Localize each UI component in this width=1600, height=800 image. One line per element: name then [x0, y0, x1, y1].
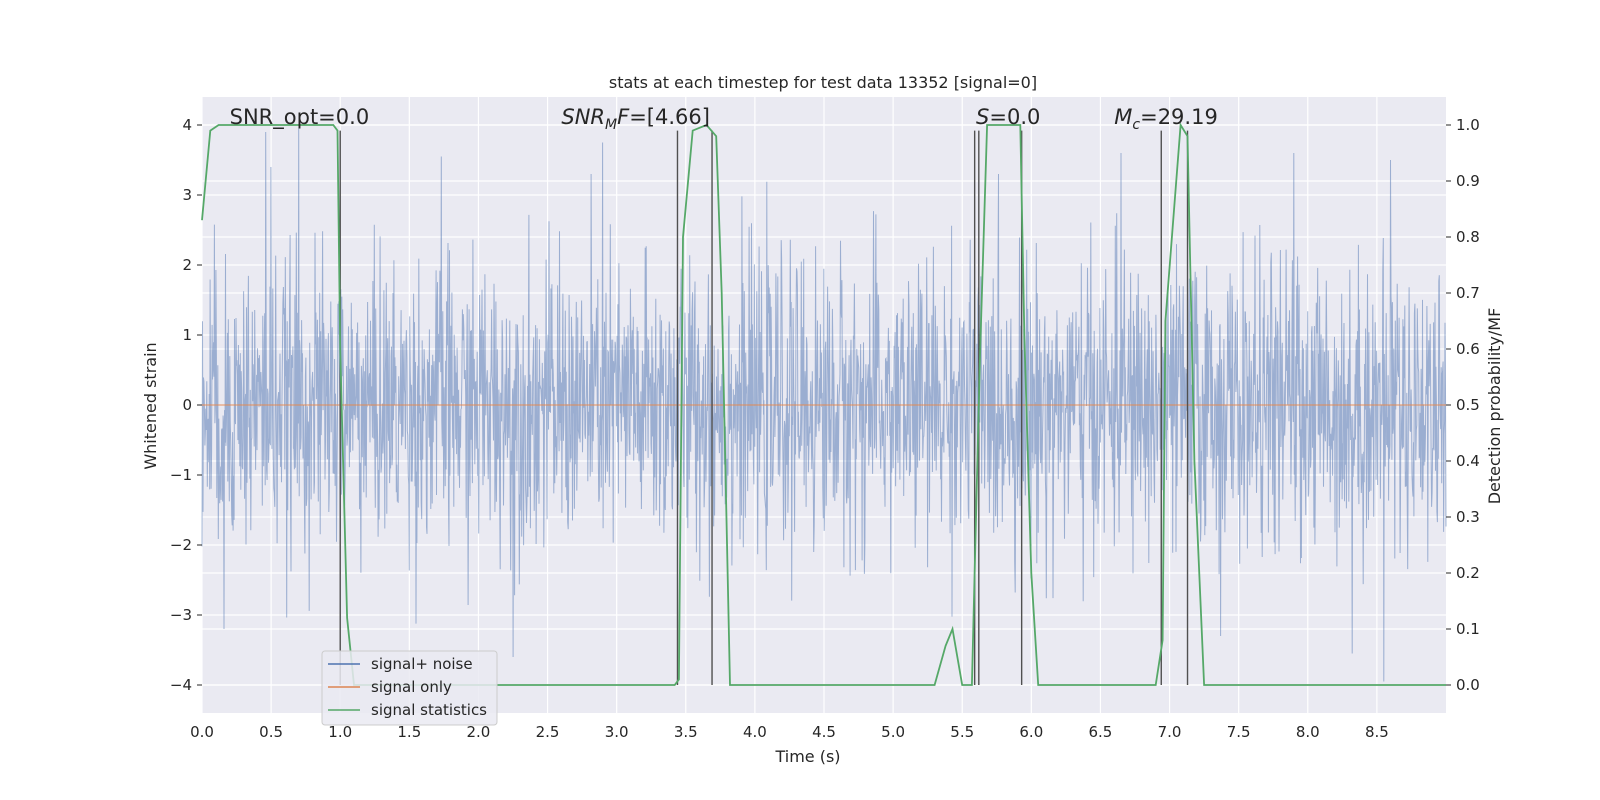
y-left-tick-label: 2 — [182, 256, 192, 274]
x-tick-label: 1.0 — [328, 723, 352, 741]
y-right-tick-label: 0.3 — [1456, 508, 1480, 526]
axes-ticks: 0.0 0.5 1.0 1.5 2.0 2.5 3.0 3.5 4.0 4.5 5.0 5.5 6.0 6… — [170, 116, 1480, 741]
y-left-tick-label: −4 — [170, 676, 192, 694]
x-tick-label: 2.0 — [467, 723, 491, 741]
x-tick-label: 6.0 — [1019, 723, 1043, 741]
y-right-tick-label: 0.9 — [1456, 172, 1480, 190]
annotations: SNR_opt=0.0 SNRMF=[4.66] S=0.0 Mc=29.19 — [230, 105, 1218, 133]
y-right-tick-label: 0.1 — [1456, 620, 1480, 638]
y-left-tick-label: −1 — [170, 466, 192, 484]
x-axis-label: Time (s) — [774, 747, 840, 766]
annotation-text: SNRMF=[4.66] — [561, 105, 710, 133]
legend-label-signal-noise: signal+ noise — [371, 655, 473, 673]
legend-label-signal-only: signal only — [371, 678, 452, 696]
legend: signal+ noise signal only signal statist… — [321, 650, 498, 726]
signal-noise-line — [201, 128, 1447, 682]
y-axis-left-label: Whitened strain — [141, 342, 160, 469]
y-right-tick-label: 0.6 — [1456, 340, 1480, 358]
annotation-text: S=0.0 — [976, 105, 1040, 129]
y-right-tick-label: 0.8 — [1456, 228, 1480, 246]
y-right-tick-label: 0.0 — [1456, 676, 1480, 694]
x-tick-label: 4.5 — [812, 723, 836, 741]
x-tick-label: 7.0 — [1158, 723, 1182, 741]
annotation-text: Mc=29.19 — [1114, 105, 1218, 133]
x-tick-label: 8.0 — [1296, 723, 1320, 741]
y-left-tick-label: 4 — [182, 116, 192, 134]
x-tick-label: 5.0 — [881, 723, 905, 741]
x-tick-label: 5.5 — [950, 723, 974, 741]
y-right-tick-label: 0.7 — [1456, 284, 1480, 302]
x-tick-label: 3.0 — [605, 723, 629, 741]
annotation-text: SNR_opt=0.0 — [230, 105, 370, 130]
y-right-tick-label: 0.4 — [1456, 452, 1480, 470]
x-tick-label: 8.5 — [1365, 723, 1389, 741]
legend-box — [321, 650, 498, 726]
y-right-tick-label: 0.2 — [1456, 564, 1480, 582]
series-signal-noise — [201, 128, 1447, 682]
x-tick-label: 0.0 — [190, 723, 214, 741]
y-right-tick-label: 0.5 — [1456, 396, 1480, 414]
y-right-tick-label: 1.0 — [1456, 116, 1480, 134]
y-left-tick-label: −3 — [170, 606, 192, 624]
signal-statistics-line — [201, 122, 1446, 686]
x-tick-label: 3.5 — [674, 723, 698, 741]
y-left-tick-label: −2 — [170, 536, 192, 554]
y-axis-right-label: Detection probability/MF — [1485, 308, 1504, 505]
x-tick-label: 7.5 — [1227, 723, 1251, 741]
x-tick-label: 0.5 — [259, 723, 283, 741]
x-tick-label: 1.5 — [397, 723, 421, 741]
x-tick-label: 4.0 — [743, 723, 767, 741]
x-tick-label: 2.5 — [536, 723, 560, 741]
y-left-tick-label: 3 — [182, 186, 192, 204]
x-tick-label: 6.5 — [1089, 723, 1113, 741]
series-signal-statistics — [201, 122, 1446, 686]
y-left-tick-label: 0 — [182, 396, 192, 414]
chart-title: stats at each timestep for test data 133… — [609, 73, 1037, 92]
y-left-tick-label: 1 — [182, 326, 192, 344]
legend-label-signal-statistics: signal statistics — [371, 701, 487, 719]
